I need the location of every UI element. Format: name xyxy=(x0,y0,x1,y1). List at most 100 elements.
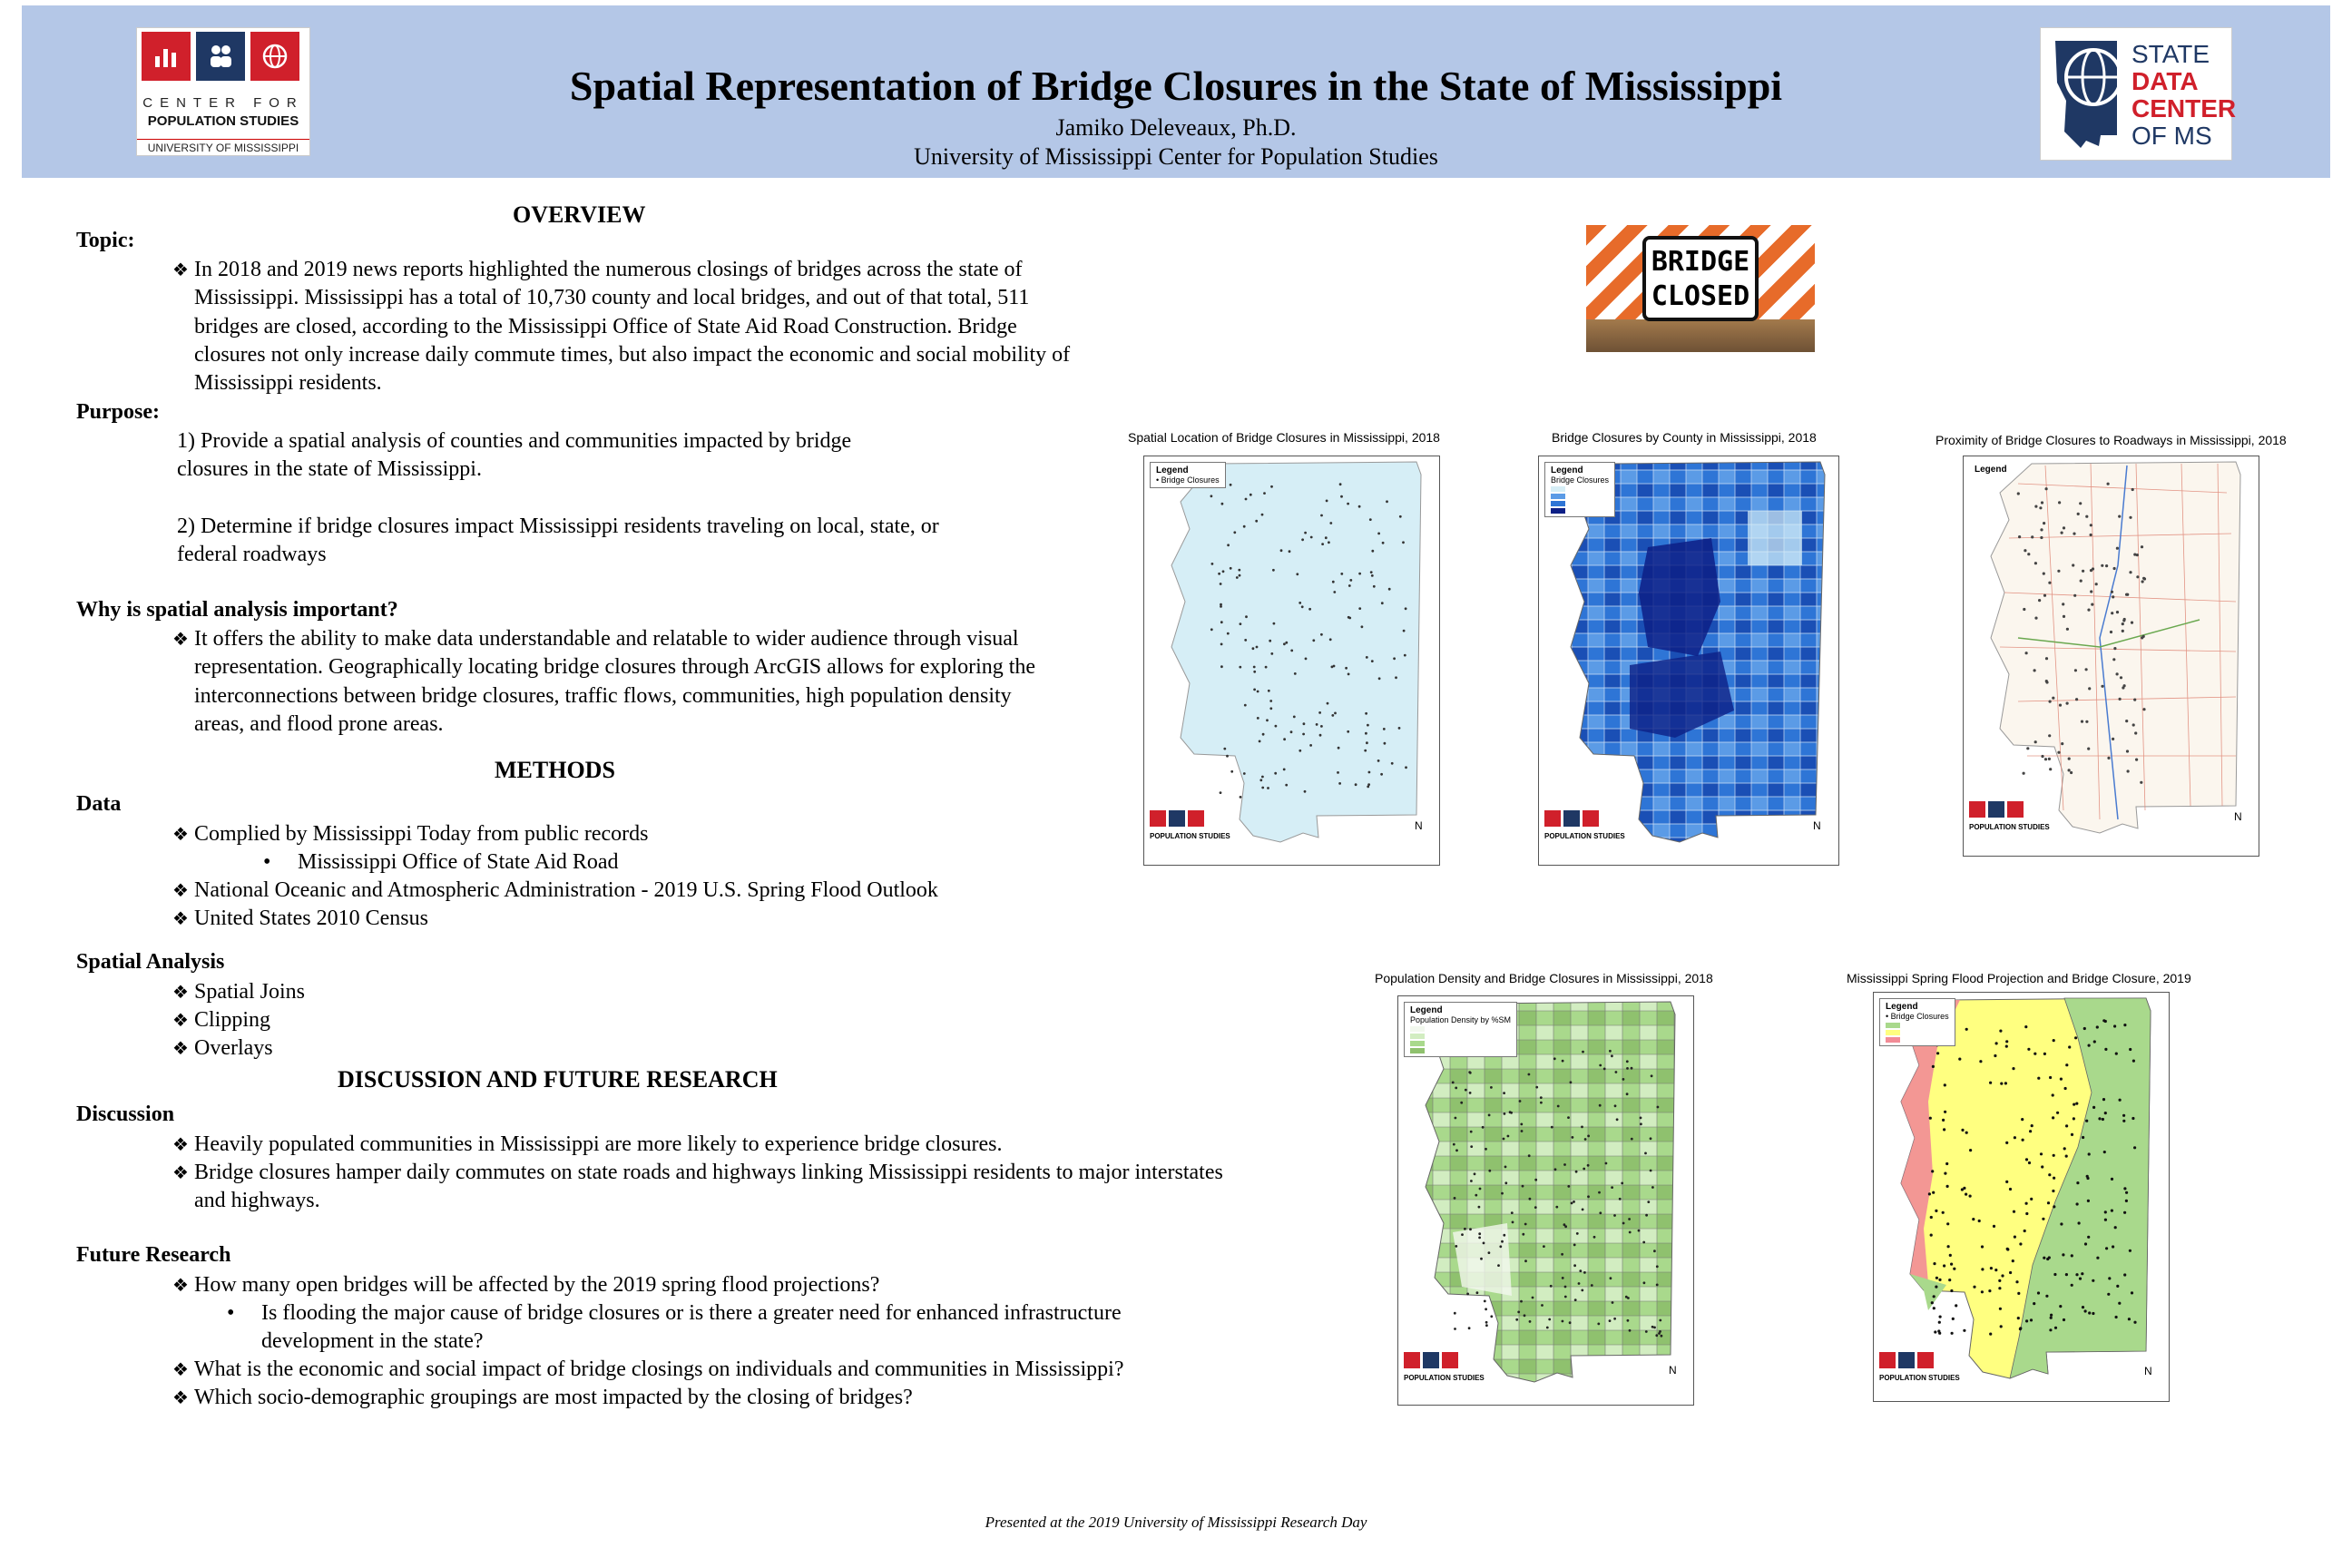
bridge-closure-dot xyxy=(2067,769,2071,772)
bridge-closure-dot xyxy=(1210,495,1213,498)
bridge-closure-dot xyxy=(1994,1269,1998,1272)
bridge-closure-dot xyxy=(1615,1118,1619,1122)
bridge-closure-dot xyxy=(2021,1138,2024,1142)
poster-footer: Presented at the 2019 University of Miss… xyxy=(985,1514,1367,1531)
bridge-closure-dot xyxy=(2075,1202,2079,1206)
sdc-logo-line4: OF MS xyxy=(2132,122,2212,150)
future-item-1a: Is flooding the major cause of bridge cl… xyxy=(227,1299,1223,1357)
bridge-closure-dot xyxy=(2132,723,2135,727)
bridge-closure-dot xyxy=(1931,1170,1935,1173)
bridge-closure-dot xyxy=(2123,1024,2127,1027)
bridge-closure-dot xyxy=(1935,1276,1938,1279)
bridge-closure-dot xyxy=(1583,1138,1587,1141)
bridge-closure-dot xyxy=(1377,532,1380,535)
purpose-item-1: 1) Provide a spatial analysis of countie… xyxy=(177,429,852,482)
bridge-closure-dot xyxy=(1349,579,1353,582)
overview-heading: OVERVIEW xyxy=(513,201,646,228)
bridge-closure-dot xyxy=(1611,1054,1613,1058)
bridge-closure-dot xyxy=(2133,553,2137,556)
bridge-closure-dot xyxy=(1604,1161,1608,1165)
bridge-closure-dot xyxy=(1504,1181,1508,1185)
bridge-closure-dot xyxy=(1965,1192,1968,1196)
bridge-closure-dot xyxy=(1218,572,1220,575)
bridge-closure-dot xyxy=(1279,549,1283,553)
bridge-closure-dot xyxy=(1381,541,1385,544)
bridge-closure-dot xyxy=(1255,519,1259,523)
map2-legend: Legend Bridge Closures xyxy=(1544,462,1616,517)
mississippi-globe-icon xyxy=(2055,41,2122,148)
bridge-closure-dot xyxy=(1358,572,1361,575)
bridge-closure-dot xyxy=(2059,1305,2063,1308)
bridge-closure-dot xyxy=(1238,568,1241,572)
bridge-closure-dot xyxy=(1470,1180,1473,1182)
bridge-closure-dot xyxy=(1340,573,1344,575)
bridge-closure-dot xyxy=(1269,700,1273,702)
bridge-closure-dot xyxy=(1358,607,1362,610)
bridge-closure-dot xyxy=(2024,1025,2028,1029)
bridge-closure-dot xyxy=(2101,684,2104,688)
bridge-closure-dot xyxy=(1972,1218,1975,1221)
bridge-closure-dot xyxy=(1563,1223,1566,1227)
purpose-item-2: 2) Determine if bridge closures impact M… xyxy=(177,514,939,567)
bridge-closure-dot xyxy=(2033,669,2036,672)
bridge-closure-dot xyxy=(1239,622,1242,625)
bridge-closure-dot xyxy=(1473,1172,1476,1176)
bridge-closure-dot xyxy=(1324,536,1328,540)
bridge-closure-dot xyxy=(1292,715,1296,719)
bridge-closure-dot xyxy=(1581,1208,1584,1211)
why-label: Why is spatial analysis important? xyxy=(76,598,398,622)
bridge-closure-dot xyxy=(2058,703,2063,707)
map3-roadways: Legend POPULATION STUDIES N xyxy=(1963,456,2259,857)
bridge-closure-dot xyxy=(1649,1137,1652,1141)
bridge-closure-dot xyxy=(1263,492,1266,495)
bridge-closure-dot xyxy=(1999,1029,2003,1033)
bridge-closure-dot xyxy=(1267,689,1270,692)
bridge-closure-dot xyxy=(1531,1296,1534,1299)
bridge-closure-dot xyxy=(2121,622,2124,626)
bridge-closure-dot xyxy=(1259,779,1263,782)
bridge-closure-dot xyxy=(1453,1311,1456,1315)
bridge-closure-dot xyxy=(1660,1334,1663,1338)
bridge-closure-dot xyxy=(1988,1289,1992,1293)
bridge-closure-dot xyxy=(1318,711,1321,714)
bridge-closure-dot xyxy=(1626,1318,1630,1322)
bridge-closure-dot xyxy=(1331,714,1335,717)
poster-affiliation: University of Mississippi Center for Pop… xyxy=(914,143,1438,170)
bridge-closure-dot xyxy=(1520,1299,1523,1303)
bridge-closure-dot xyxy=(1948,1253,1952,1257)
bridge-closure-dot xyxy=(1455,1149,1458,1152)
bridge-closure-dot xyxy=(2089,569,2093,573)
bridge-closure-dot xyxy=(1397,727,1401,730)
bridge-closure-dot xyxy=(1490,1315,1494,1318)
bridge-closure-dot xyxy=(1370,660,1374,662)
map1-cps-logo xyxy=(1150,810,1204,827)
bridge-closure-dot xyxy=(2105,564,2109,568)
sign-line1: BRIDGE xyxy=(1651,246,1750,278)
bridge-closure-dot xyxy=(1502,1137,1505,1141)
bridge-closure-dot xyxy=(2065,701,2069,705)
bridge-closure-dot xyxy=(1475,1193,1478,1197)
bridge-closure-dot xyxy=(2078,1277,2082,1280)
bridge-closure-dot xyxy=(2013,1235,2016,1239)
bridge-closure-dot xyxy=(2052,1189,2055,1193)
bridge-closure-dot xyxy=(1645,1213,1648,1217)
discussion-item-2: Bridge closures hamper daily commutes on… xyxy=(172,1159,1238,1216)
bridge-closure-dot xyxy=(2092,1279,2095,1282)
bridge-closure-dot xyxy=(1325,499,1328,503)
bridge-closure-dot xyxy=(1242,772,1246,775)
bridge-closure-dot xyxy=(1503,1092,1505,1094)
bridge-closure-dot xyxy=(2045,1294,2049,1298)
bridge-closure-dot xyxy=(2060,531,2063,534)
bridge-closure-dot xyxy=(1998,1279,2002,1282)
bridge-closure-dot xyxy=(2024,1201,2028,1205)
bridge-closure-dot xyxy=(2063,1086,2067,1091)
bridge-closure-dot xyxy=(1226,632,1230,635)
bridge-closure-dot xyxy=(1229,566,1232,570)
bridge-closure-dot xyxy=(1293,672,1297,675)
bridge-closure-dot xyxy=(1395,676,1397,680)
bridge-closure-dot xyxy=(1579,1269,1583,1272)
bridge-closure-dot xyxy=(1598,1103,1602,1107)
sdc-logo-line2: DATA xyxy=(2132,67,2199,95)
bridge-closure-dot xyxy=(1304,531,1307,534)
bridge-closure-dot xyxy=(1965,1131,1968,1134)
